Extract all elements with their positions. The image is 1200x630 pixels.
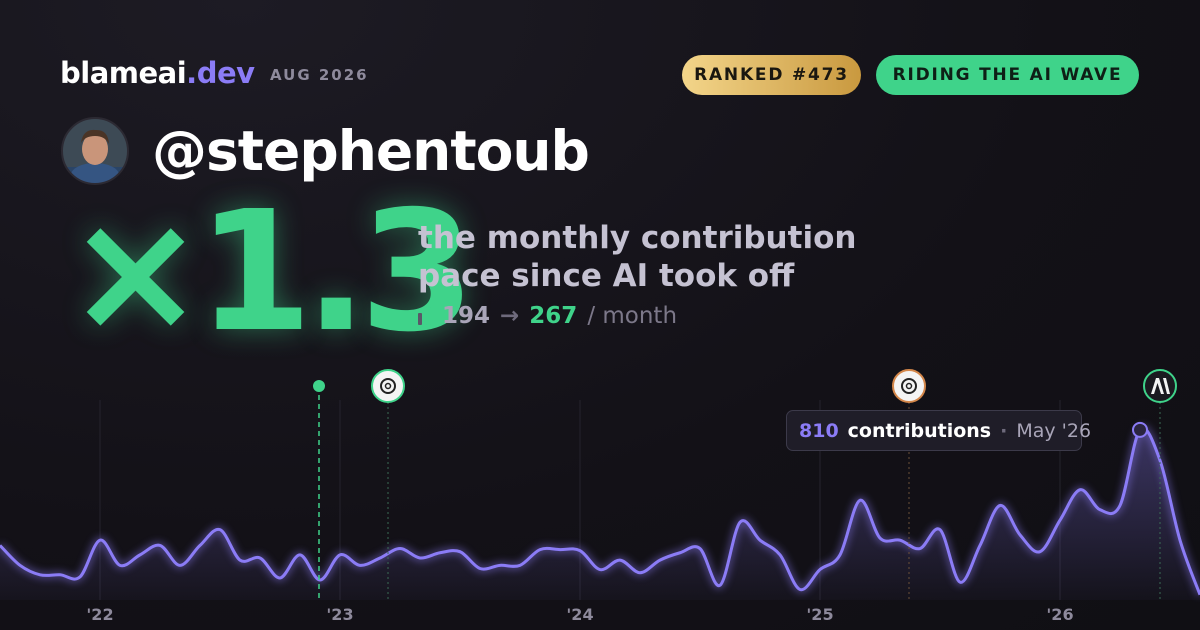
stats-icon: [418, 307, 431, 325]
stats: 194 → 267 / month: [418, 303, 677, 329]
brand-tld: .dev: [186, 56, 255, 90]
ai-start-dot: [313, 380, 325, 392]
rank-badge: RANKED #473: [682, 55, 861, 95]
x-tick-label: '24: [566, 605, 593, 624]
status-badge: RIDING THE AI WAVE: [876, 55, 1139, 95]
brand-name: blameai: [60, 56, 187, 90]
x-tick-label: '23: [326, 605, 353, 624]
multiplier: ×1.3: [66, 176, 475, 369]
openai-icon: [892, 369, 926, 403]
openai-icon: [371, 369, 405, 403]
tooltip-unit: contributions: [847, 419, 992, 442]
tooltip-value: 810: [799, 419, 839, 442]
x-tick-label: '25: [806, 605, 833, 624]
avatar: [61, 117, 129, 185]
unit: / month: [587, 303, 678, 329]
line: [0, 426, 1200, 596]
tooltip: 810 contributions · May '26: [786, 410, 1091, 451]
after-value: 267: [529, 303, 578, 329]
before-value: 194: [442, 303, 491, 329]
tooltip-separator: ·: [1000, 419, 1008, 442]
description: the monthly contribution: [418, 220, 857, 256]
handle: @stephentoub: [152, 119, 590, 183]
description: pace since AI took off: [418, 258, 795, 294]
tooltip-label: May '26: [1016, 419, 1092, 442]
area: [0, 428, 1200, 600]
x-tick-label: '26: [1046, 605, 1073, 624]
anthropic-icon: [1143, 369, 1177, 403]
plot: '22 '23 '24 '25 '26: [0, 400, 1200, 624]
arrow: →: [500, 303, 520, 329]
period: AUG 2026: [270, 66, 369, 84]
highlight-point: [1132, 421, 1148, 438]
brand: blameai.dev: [60, 56, 255, 90]
x-tick-label: '22: [86, 605, 113, 624]
